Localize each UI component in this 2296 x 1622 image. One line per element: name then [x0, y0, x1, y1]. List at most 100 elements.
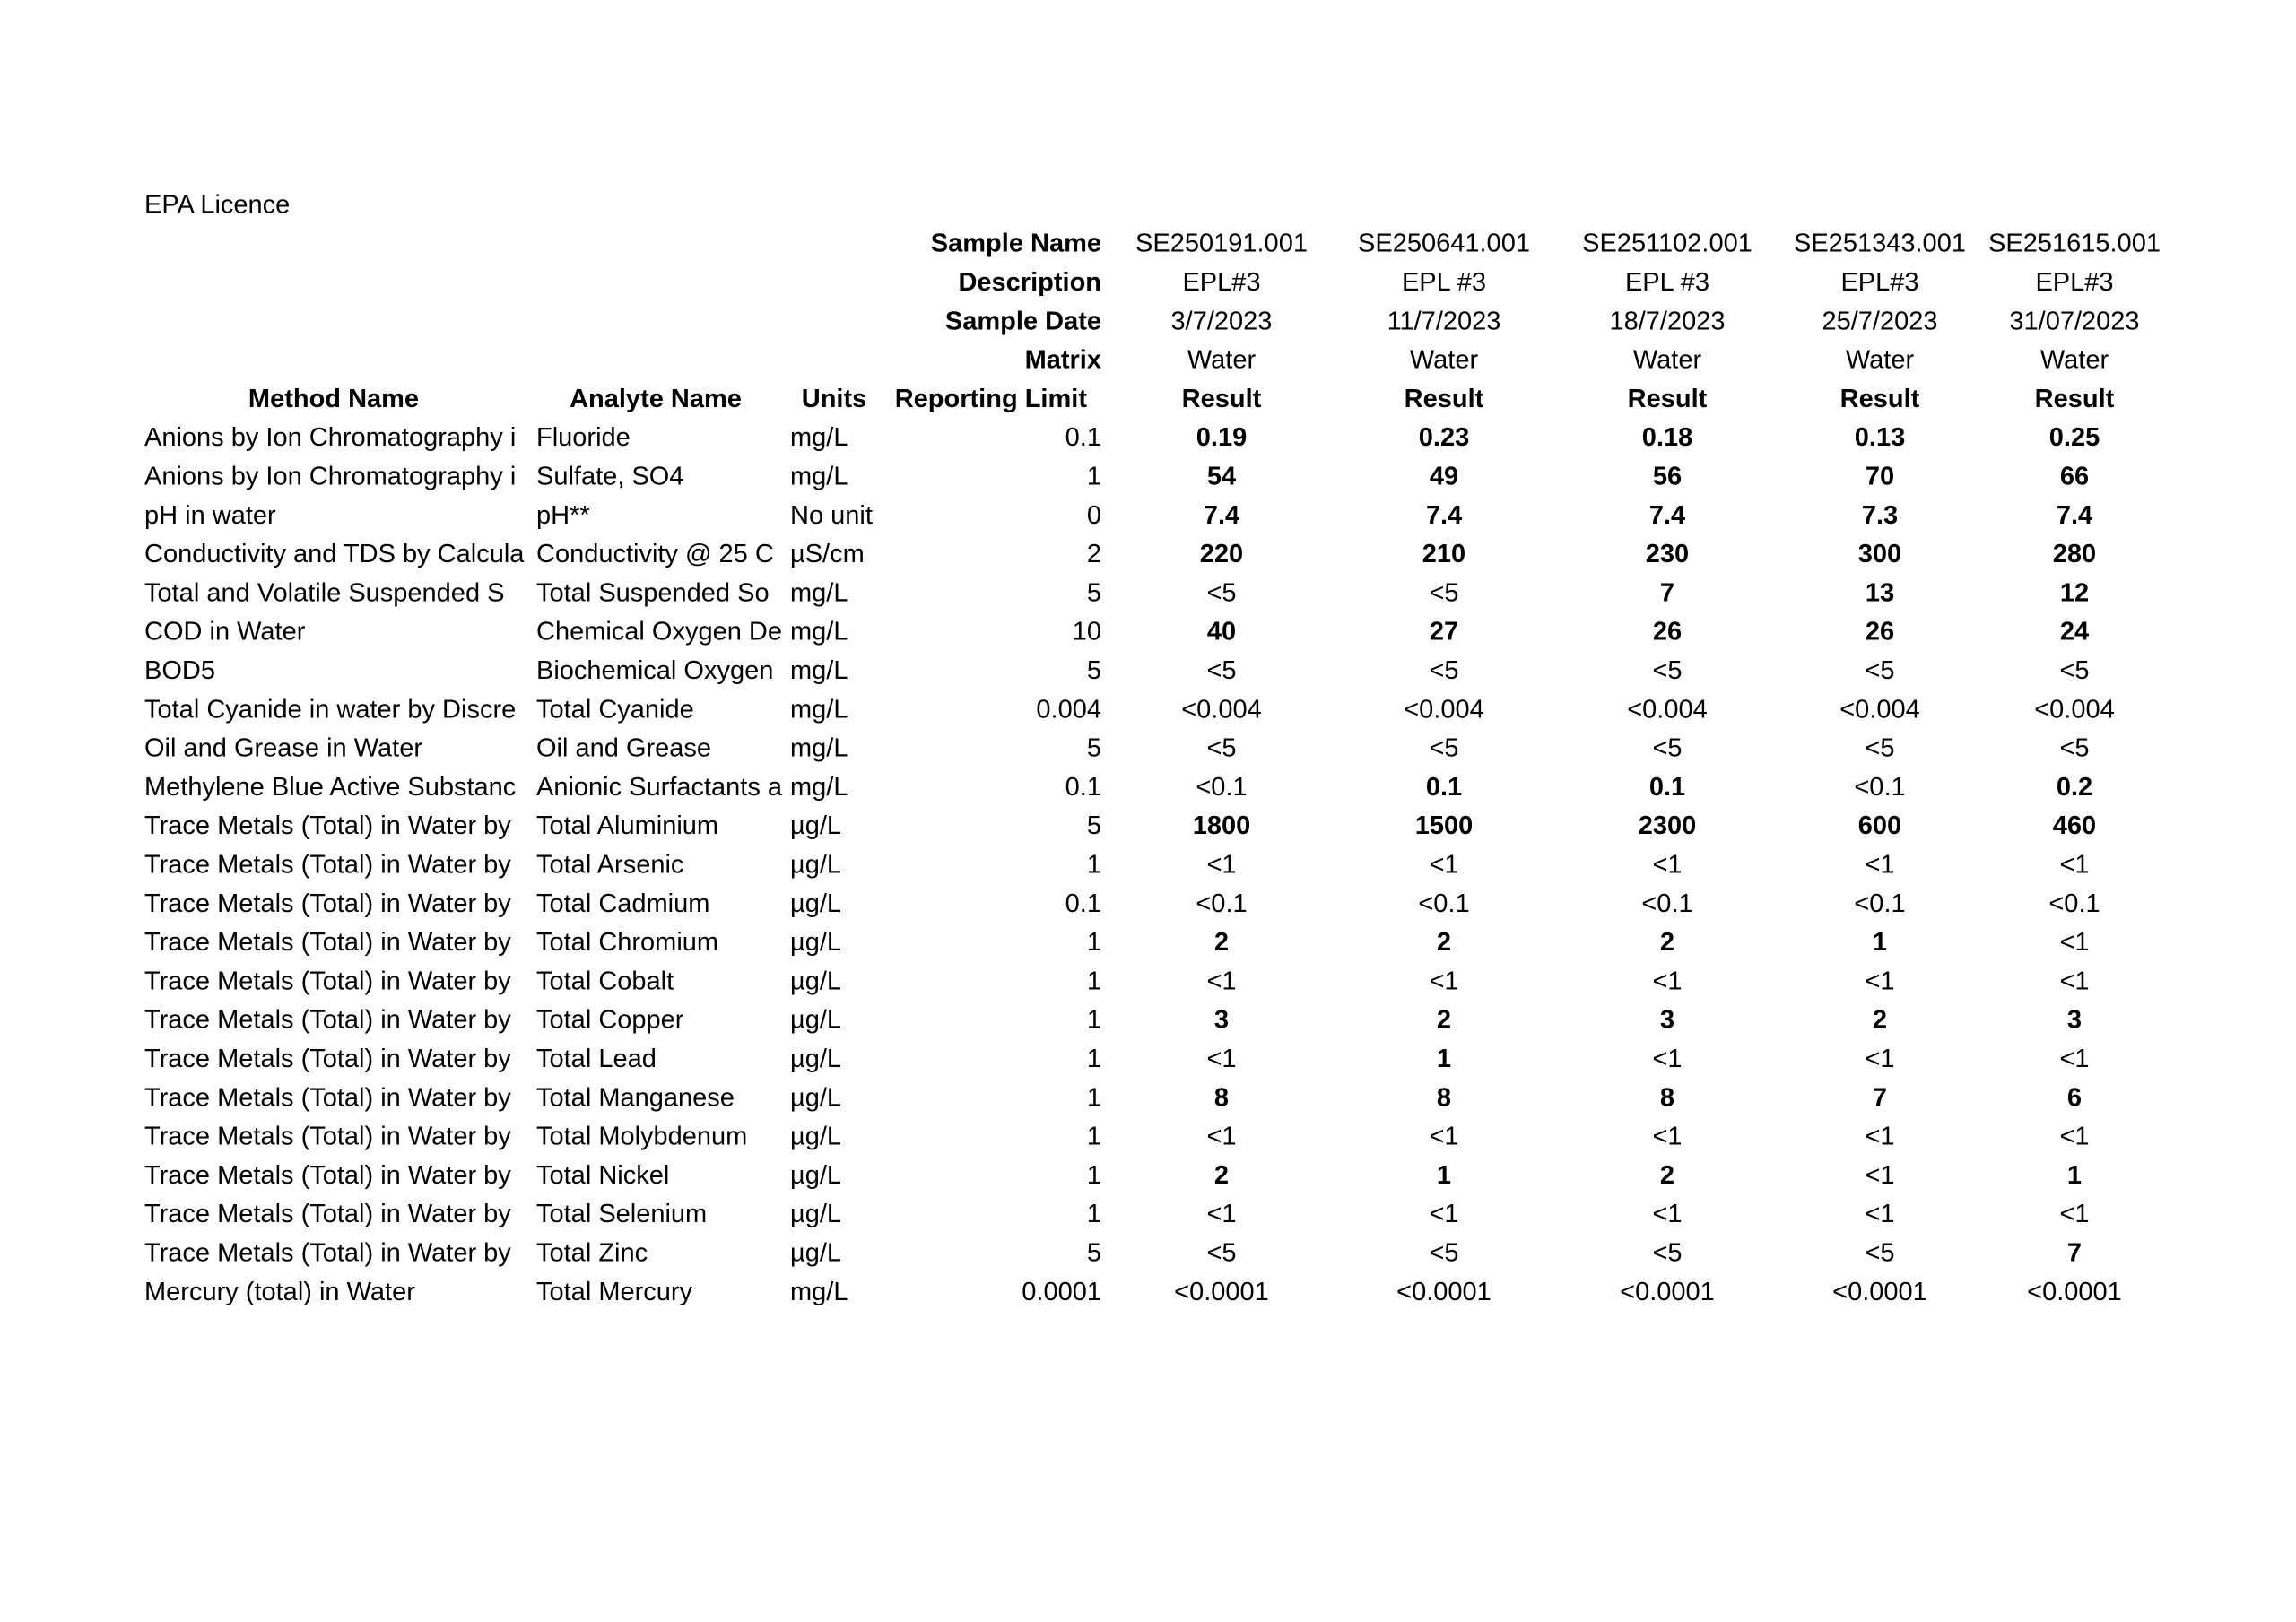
sample-header-value: EPL#3: [1840, 268, 1918, 297]
result-cell: <1: [1206, 1045, 1236, 1073]
result-cell: <0.1: [1641, 889, 1692, 918]
result-cell: 12: [2060, 578, 2089, 607]
result-cell: 24: [2060, 618, 2089, 646]
result-cell: <1: [1865, 1200, 1894, 1228]
result-cell: <0.0001: [1832, 1278, 1927, 1306]
result-cell: 1800: [1193, 811, 1251, 840]
result-cell: <0.1: [1854, 773, 1905, 802]
result-cell: <1: [2059, 1200, 2089, 1228]
table-cell: 1: [1087, 967, 1101, 995]
table-cell: Total Nickel: [536, 1161, 669, 1190]
result-cell: 7.4: [1426, 501, 1462, 530]
column-header: Analyte Name: [570, 385, 742, 413]
result-cell: <5: [1865, 734, 1894, 763]
result-cell: <1: [1429, 1200, 1458, 1228]
table-cell: mg/L: [790, 423, 848, 452]
result-cell: 7: [1873, 1083, 1887, 1112]
result-cell: 6: [2067, 1083, 2082, 1112]
result-cell: 7: [2067, 1238, 2082, 1267]
table-cell: µg/L: [790, 811, 841, 840]
table-cell: 1: [1087, 928, 1101, 957]
result-cell: <5: [1206, 734, 1236, 763]
result-cell: <1: [2059, 967, 2089, 995]
table-cell: 1: [1087, 1083, 1101, 1112]
table-cell: No unit: [790, 501, 873, 530]
result-cell: <0.1: [2048, 889, 2100, 918]
table-cell: Methylene Blue Active Substanc: [144, 773, 516, 802]
result-cell: 3: [1214, 1006, 1229, 1035]
result-cell: <0.004: [2034, 695, 2115, 724]
column-header: Units: [802, 385, 867, 413]
result-cell: 7.3: [1862, 501, 1898, 530]
result-cell: 210: [1422, 540, 1465, 568]
sample-header-value: SE251102.001: [1582, 230, 1752, 258]
result-cell: 1500: [1415, 811, 1474, 840]
result-cell: <1: [1429, 1123, 1458, 1151]
sample-header-value: SE250641.001: [1358, 230, 1530, 258]
table-cell: 0: [1087, 501, 1101, 530]
column-header: Reporting Limit: [895, 385, 1088, 413]
result-cell: <5: [2059, 656, 2089, 685]
result-cell: 2: [1660, 928, 1674, 957]
table-cell: Total Cyanide: [536, 695, 694, 724]
result-cell: <0.0001: [1174, 1278, 1269, 1306]
result-cell: <1: [2059, 1123, 2089, 1151]
table-cell: Total Lead: [536, 1045, 657, 1073]
result-cell: <0.1: [1418, 889, 1469, 918]
table-cell: Total Aluminium: [536, 811, 718, 840]
table-cell: 5: [1087, 1238, 1101, 1267]
result-cell: 0.25: [2049, 423, 2100, 452]
result-cell: 26: [1866, 618, 1894, 646]
sample-header-value: SE251343.001: [1794, 230, 1966, 258]
result-cell: <1: [1652, 1123, 1682, 1151]
result-cell: <1: [1429, 967, 1458, 995]
result-cell: 1: [1873, 928, 1887, 957]
result-cell: 3: [2067, 1006, 2082, 1035]
table-cell: Sulfate, SO4: [536, 462, 683, 490]
table-cell: 1: [1087, 1045, 1101, 1073]
table-cell: 0.1: [1065, 889, 1101, 918]
result-cell: 7.4: [2057, 501, 2092, 530]
table-cell: Trace Metals (Total) in Water by: [144, 889, 511, 918]
sample-header-value: Water: [1187, 346, 1257, 375]
table-cell: 1: [1087, 1200, 1101, 1228]
table-cell: Total Arsenic: [536, 850, 683, 879]
result-cell: <1: [1652, 850, 1682, 879]
table-cell: Trace Metals (Total) in Water by: [144, 811, 511, 840]
result-cell: <0.004: [1627, 695, 1708, 724]
table-cell: Trace Metals (Total) in Water by: [144, 1006, 511, 1035]
result-cell: 66: [2060, 462, 2089, 490]
table-cell: Mercury (total) in Water: [144, 1278, 415, 1306]
column-header: Result: [1182, 385, 1262, 413]
table-cell: Total Suspended So: [536, 578, 770, 607]
sample-header-value: EPL#3: [2035, 268, 2113, 297]
table-cell: COD in Water: [144, 618, 306, 646]
result-cell: 2: [1437, 928, 1451, 957]
result-cell: 0.23: [1419, 423, 1469, 452]
table-cell: Total Mercury: [536, 1278, 693, 1306]
table-cell: µg/L: [790, 1238, 841, 1267]
sample-header-value: EPL #3: [1625, 268, 1709, 297]
result-cell: <1: [1206, 1123, 1236, 1151]
table-cell: 0.1: [1065, 423, 1101, 452]
table-cell: Total and Volatile Suspended S: [144, 578, 504, 607]
result-cell: 2: [1873, 1006, 1887, 1035]
result-cell: <1: [2059, 1045, 2089, 1073]
result-cell: 8: [1437, 1083, 1451, 1112]
table-cell: µg/L: [790, 928, 841, 957]
table-cell: Trace Metals (Total) in Water by: [144, 1045, 511, 1073]
result-cell: <5: [1429, 1238, 1458, 1267]
table-cell: Total Molybdenum: [536, 1123, 747, 1151]
result-cell: <0.004: [1181, 695, 1262, 724]
table-cell: mg/L: [790, 656, 848, 685]
column-header: Result: [1405, 385, 1484, 413]
table-cell: Anions by Ion Chromatography i: [144, 423, 516, 452]
table-cell: Oil and Grease in Water: [144, 734, 422, 763]
result-cell: <0.0001: [1396, 1278, 1492, 1306]
result-cell: <5: [1206, 656, 1236, 685]
result-cell: 8: [1214, 1083, 1229, 1112]
result-cell: 0.19: [1196, 423, 1247, 452]
result-cell: 3: [1660, 1006, 1674, 1035]
result-cell: <1: [1865, 1161, 1894, 1190]
